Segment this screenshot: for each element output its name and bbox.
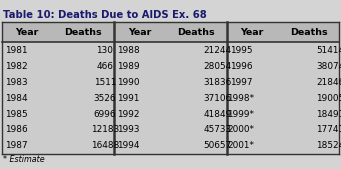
Text: 18524: 18524 [316, 141, 341, 150]
Text: Year: Year [15, 28, 39, 37]
Text: * Estimate: * Estimate [3, 155, 45, 164]
Text: 1989: 1989 [117, 62, 140, 71]
Text: 45733: 45733 [204, 125, 232, 134]
Text: 21846: 21846 [316, 78, 341, 87]
Text: 1995: 1995 [230, 46, 252, 55]
Text: 28054: 28054 [203, 62, 232, 71]
Text: 1997: 1997 [230, 78, 252, 87]
Text: Deaths: Deaths [177, 28, 215, 37]
Bar [2, 22, 339, 154]
Text: 1511: 1511 [94, 78, 116, 87]
Text: 1998*: 1998* [227, 94, 255, 103]
Text: Year: Year [128, 28, 151, 37]
Text: 1987: 1987 [5, 141, 27, 150]
Text: 41849: 41849 [203, 110, 232, 118]
Text: 3526: 3526 [94, 94, 116, 103]
Text: 31836: 31836 [203, 78, 232, 87]
Text: 16488: 16488 [91, 141, 119, 150]
Text: 1988: 1988 [117, 46, 140, 55]
Text: Table 10: Deaths Due to AIDS Ex. 68: Table 10: Deaths Due to AIDS Ex. 68 [3, 10, 207, 20]
Text: 466: 466 [97, 62, 114, 71]
Text: 1993: 1993 [117, 125, 140, 134]
Text: Deaths: Deaths [64, 28, 102, 37]
Text: 1999*: 1999* [227, 110, 254, 118]
Text: 17741: 17741 [316, 125, 341, 134]
Bar [2, 22, 339, 42]
Text: 1983: 1983 [5, 78, 27, 87]
Text: Year: Year [240, 28, 264, 37]
Text: 1985: 1985 [5, 110, 27, 118]
Text: 1992: 1992 [117, 110, 140, 118]
Text: 1986: 1986 [5, 125, 27, 134]
Text: 50657: 50657 [204, 141, 232, 150]
Text: 1990: 1990 [117, 78, 140, 87]
Text: 18491: 18491 [316, 110, 341, 118]
Text: 1996: 1996 [230, 62, 252, 71]
Text: 2001*: 2001* [227, 141, 254, 150]
Text: 12183: 12183 [91, 125, 119, 134]
Text: Deaths: Deaths [290, 28, 327, 37]
Text: 1984: 1984 [5, 94, 27, 103]
Text: 19005: 19005 [316, 94, 341, 103]
Text: 130: 130 [97, 46, 114, 55]
Text: 1981: 1981 [5, 46, 27, 55]
Text: 1991: 1991 [117, 94, 140, 103]
Text: 21244: 21244 [204, 46, 232, 55]
Text: 38074: 38074 [316, 62, 341, 71]
Text: 2000*: 2000* [227, 125, 254, 134]
Text: 1982: 1982 [5, 62, 27, 71]
Text: 1994: 1994 [117, 141, 140, 150]
Text: 51414: 51414 [316, 46, 341, 55]
Text: 6996: 6996 [94, 110, 116, 118]
Text: 37106: 37106 [204, 94, 232, 103]
